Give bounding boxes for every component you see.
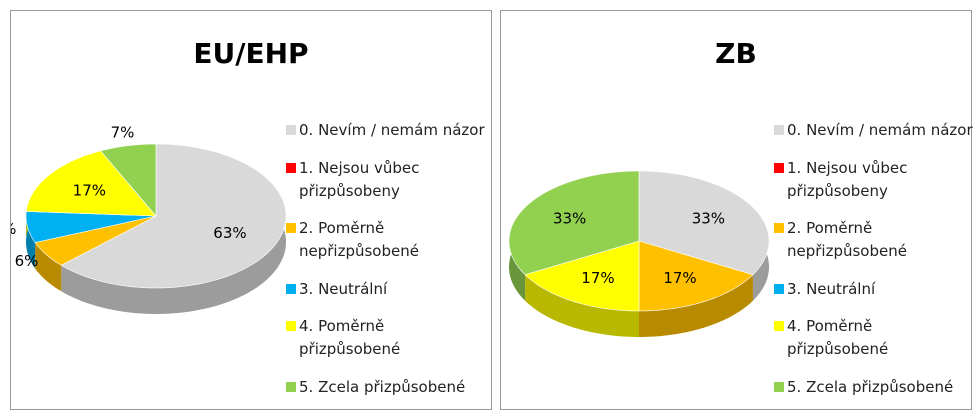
pie-labels: 63% 6% 7% 17% 7% — [11, 124, 247, 270]
legend-swatch — [286, 162, 296, 173]
slice-side — [525, 274, 639, 337]
legend-label: 5. Zcela přizpůsobené — [299, 377, 466, 396]
pie: 63% 6% 7% 17% 7% — [11, 124, 287, 314]
legend-label: 1. Nejsou vůbec přizpůsobeny — [787, 158, 908, 200]
legend: 0. Nevím / nemám názor 1. Nejsou vůbec př… — [286, 119, 486, 399]
slice — [25, 211, 157, 243]
legend-item: 1. Nejsou vůbec přizpůsobeny — [774, 157, 974, 203]
legend-item: 2. Poměrně nepřizpůsobené — [774, 217, 974, 263]
data-label: 17% — [581, 269, 614, 287]
slice — [508, 170, 640, 276]
slice-side — [61, 144, 286, 314]
legend-item: 1. Nejsou vůbec přizpůsobeny — [286, 157, 486, 203]
data-label: 17% — [73, 181, 106, 199]
slice — [524, 240, 640, 312]
slice — [638, 240, 754, 312]
legend: 0. Nevím / nemám názor 1. Nejsou vůbec př… — [774, 119, 974, 399]
slice — [60, 143, 287, 289]
legend-item: 4. Poměrně přizpůsobené — [774, 315, 974, 361]
slice — [25, 150, 157, 217]
legend-swatch — [774, 125, 784, 135]
legend-item: 5. Zcela přizpůsobené — [774, 376, 974, 399]
legend-label: 2. Poměrně nepřizpůsobené — [299, 219, 419, 261]
legend-label: 5. Zcela přizpůsobené — [787, 377, 954, 396]
legend-swatch — [774, 223, 784, 234]
legend-item: 5. Zcela přizpůsobené — [286, 376, 486, 399]
legend-item: 0. Nevím / nemám názor — [286, 119, 486, 142]
slice — [638, 170, 770, 276]
slice — [34, 215, 157, 266]
legend-item: 2. Poměrně nepřizpůsobené — [286, 217, 486, 263]
legend-label: 0. Nevím / nemám názor — [787, 121, 973, 139]
legend-item: 4. Poměrně přizpůsobené — [286, 315, 486, 361]
legend-label: 4. Poměrně přizpůsobené — [787, 317, 889, 359]
data-label: 63% — [213, 224, 246, 242]
data-label: 6% — [15, 252, 39, 270]
legend-swatch — [774, 321, 784, 332]
slice-side — [35, 242, 62, 292]
slice-side — [26, 211, 36, 269]
data-label: 7% — [111, 124, 135, 142]
legend-swatch — [286, 125, 296, 135]
pie: 33% 17% 17% 33% — [508, 170, 770, 337]
slice — [100, 143, 157, 217]
legend-label: 1. Nejsou vůbec přizpůsobeny — [299, 158, 420, 200]
data-label: 33% — [553, 209, 586, 227]
legend-item: 3. Neutrální — [286, 278, 486, 301]
data-label: 17% — [663, 269, 696, 287]
legend-swatch — [286, 381, 296, 392]
legend-label: 2. Poměrně nepřizpůsobené — [787, 219, 907, 261]
legend-item: 3. Neutrální — [774, 278, 974, 301]
legend-label: 3. Neutrální — [787, 279, 876, 298]
slice-side — [639, 274, 753, 337]
pie-labels: 33% 17% 17% 33% — [553, 209, 725, 286]
legend-swatch — [286, 223, 296, 234]
chart-panel: ZB 33% 17% 17% 33% 0. Nevím / nemám názor 1.… — [500, 10, 974, 410]
pie-tops — [508, 170, 770, 312]
data-label: 33% — [692, 209, 725, 227]
legend-swatch — [774, 381, 784, 392]
data-label: 7% — [11, 220, 16, 238]
legend-swatch — [774, 162, 784, 173]
chart-title: ZB — [715, 37, 757, 70]
legend-swatch — [286, 321, 296, 332]
legend-label: 3. Neutrální — [299, 279, 388, 298]
chart-panel: EU/EHP 63% 6% 7% 17% 7% 0. Nevím / nemám náz… — [10, 10, 492, 410]
chart-title: EU/EHP — [193, 37, 309, 70]
legend-swatch — [286, 283, 296, 294]
legend-label: 0. Nevím / nemám názor — [299, 121, 485, 139]
legend-item: 0. Nevím / nemám názor — [774, 119, 974, 142]
legend-label: 4. Poměrně přizpůsobené — [299, 317, 401, 359]
pie-tops — [25, 143, 287, 289]
legend-swatch — [774, 283, 784, 294]
